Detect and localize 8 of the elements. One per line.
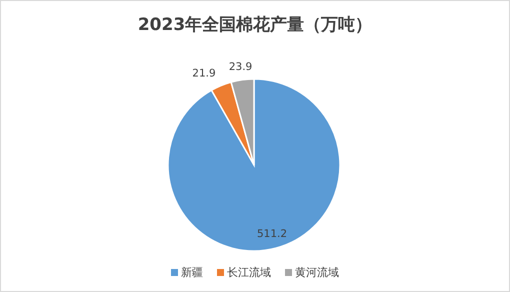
data-label: 21.9 <box>192 68 216 80</box>
legend-label: 黄河流域 <box>295 266 339 279</box>
chart-title: 2023年全国棉花产量（万吨） <box>138 15 372 35</box>
data-label: 23.9 <box>228 60 252 73</box>
data-label: 511.2 <box>256 228 288 240</box>
legend-label: 新疆 <box>181 266 203 279</box>
pie-slice <box>167 78 341 252</box>
legend-label: 长江流域 <box>227 266 271 279</box>
